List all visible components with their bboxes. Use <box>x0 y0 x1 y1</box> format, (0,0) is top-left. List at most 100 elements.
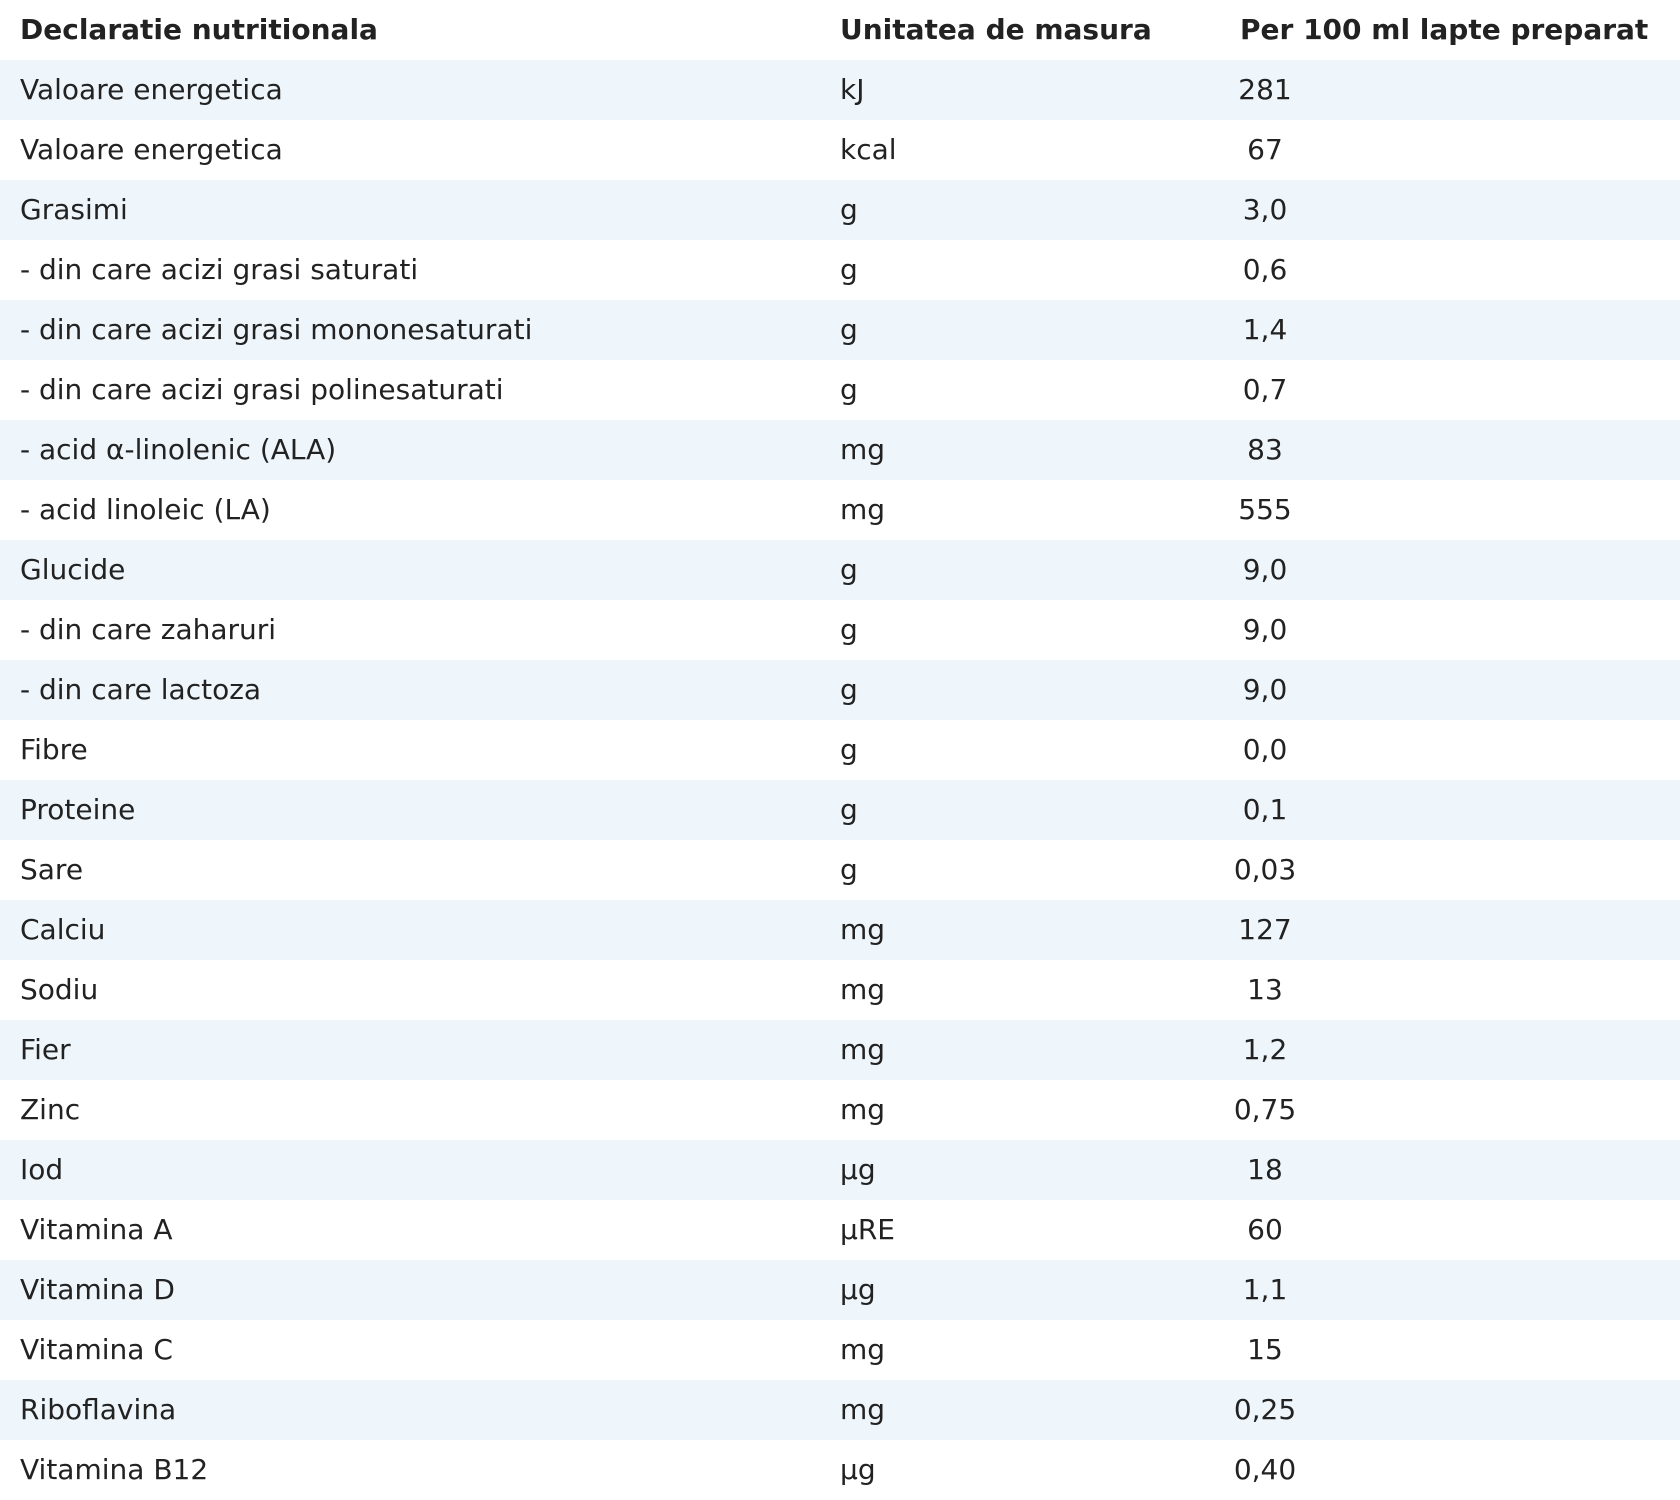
row-unit: µg <box>840 1453 876 1486</box>
table-row: Zinc mg 0,75 <box>0 1080 1680 1140</box>
row-value: 0,6 <box>1242 253 1288 286</box>
row-value: 0,40 <box>1233 1453 1297 1486</box>
row-value: 83 <box>1247 433 1283 466</box>
table-row: Riboflavina mg 0,25 <box>0 1380 1680 1440</box>
table-row: Vitamina A µRE 60 <box>0 1200 1680 1260</box>
row-unit: g <box>840 193 858 226</box>
row-unit: µg <box>840 1153 876 1186</box>
header-unit: Unitatea de masura <box>840 13 1152 46</box>
row-name: Vitamina C <box>20 1333 173 1366</box>
row-unit: mg <box>840 973 886 1006</box>
table-row: - din care lactoza g 9,0 <box>0 660 1680 720</box>
table-row: Vitamina D µg 1,1 <box>0 1260 1680 1320</box>
row-name: Grasimi <box>20 193 128 226</box>
row-name: - din care lactoza <box>20 673 262 706</box>
table-row: Vitamina C mg 15 <box>0 1320 1680 1380</box>
table-row: Grasimi g 3,0 <box>0 180 1680 240</box>
table-row: Fier mg 1,2 <box>0 1020 1680 1080</box>
table-row: Sodiu mg 13 <box>0 960 1680 1020</box>
row-value: 13 <box>1247 973 1283 1006</box>
row-value: 0,0 <box>1242 733 1288 766</box>
table-row: Glucide g 9,0 <box>0 540 1680 600</box>
row-name: Vitamina B12 <box>20 1453 209 1486</box>
row-name: Valoare energetica <box>20 133 283 166</box>
row-name: Riboflavina <box>20 1393 177 1426</box>
row-value: 0,75 <box>1233 1093 1297 1126</box>
row-value: 3,0 <box>1242 193 1288 226</box>
row-unit: g <box>840 553 858 586</box>
row-value: 1,4 <box>1242 313 1288 346</box>
row-unit: µRE <box>840 1213 895 1246</box>
row-name: - acid linoleic (LA) <box>20 493 271 526</box>
row-name: Vitamina A <box>20 1213 173 1246</box>
row-name: - din care acizi grasi polinesaturati <box>20 373 504 406</box>
table-row: Valoare energetica kcal 67 <box>0 120 1680 180</box>
row-value: 555 <box>1238 493 1292 526</box>
row-name: - acid α-linolenic (ALA) <box>20 433 337 466</box>
row-name: Fier <box>20 1033 71 1066</box>
table-row: Sare g 0,03 <box>0 840 1680 900</box>
row-value: 0,7 <box>1242 373 1288 406</box>
table-row: Iod µg 18 <box>0 1140 1680 1200</box>
table-row: Proteine g 0,1 <box>0 780 1680 840</box>
table-row: Calciu mg 127 <box>0 900 1680 960</box>
row-name: - din care zaharuri <box>20 613 277 646</box>
table-row: Fibre g 0,0 <box>0 720 1680 780</box>
row-unit: mg <box>840 1093 886 1126</box>
row-value: 127 <box>1238 913 1292 946</box>
row-name: Fibre <box>20 733 88 766</box>
table-row: Vitamina B12 µg 0,40 <box>0 1440 1680 1500</box>
table-row: - acid linoleic (LA) mg 555 <box>0 480 1680 540</box>
row-name: Sare <box>20 853 84 886</box>
header-value: Per 100 ml lapte preparat <box>1240 13 1649 46</box>
row-name: Calciu <box>20 913 106 946</box>
row-unit: g <box>840 253 858 286</box>
table-row: - din care acizi grasi saturati g 0,6 <box>0 240 1680 300</box>
row-value: 9,0 <box>1242 613 1288 646</box>
table-row: Valoare energetica kJ 281 <box>0 60 1680 120</box>
table-row: - din care acizi grasi mononesaturati g 1,… <box>0 300 1680 360</box>
row-value: 1,1 <box>1242 1273 1288 1306</box>
row-value: 9,0 <box>1242 553 1288 586</box>
row-name: - din care acizi grasi saturati <box>20 253 419 286</box>
row-unit: mg <box>840 1393 886 1426</box>
row-value: 0,25 <box>1233 1393 1297 1426</box>
header-name: Declaratie nutritionala <box>20 13 378 46</box>
row-name: Iod <box>20 1153 64 1186</box>
row-unit: g <box>840 613 858 646</box>
row-name: Sodiu <box>20 973 99 1006</box>
row-unit: g <box>840 733 858 766</box>
row-value: 18 <box>1247 1153 1283 1186</box>
row-unit: mg <box>840 433 886 466</box>
row-value: 15 <box>1247 1333 1283 1366</box>
row-unit: µg <box>840 1273 876 1306</box>
row-unit: g <box>840 793 858 826</box>
row-unit: mg <box>840 493 886 526</box>
row-name: Valoare energetica <box>20 73 283 106</box>
row-name: Proteine <box>20 793 136 826</box>
row-unit: mg <box>840 913 886 946</box>
row-unit: kcal <box>840 133 897 166</box>
row-unit: g <box>840 373 858 406</box>
row-value: 60 <box>1247 1213 1283 1246</box>
row-value: 0,1 <box>1242 793 1288 826</box>
row-unit: mg <box>840 1033 886 1066</box>
row-unit: g <box>840 673 858 706</box>
table-row: - din care acizi grasi polinesaturati g 0,… <box>0 360 1680 420</box>
row-unit: g <box>840 853 858 886</box>
row-unit: mg <box>840 1333 886 1366</box>
row-name: Zinc <box>20 1093 81 1126</box>
row-name: - din care acizi grasi mononesaturati <box>20 313 533 346</box>
row-name: Vitamina D <box>20 1273 175 1306</box>
row-name: Glucide <box>20 553 126 586</box>
row-unit: kJ <box>840 73 865 106</box>
row-value: 1,2 <box>1242 1033 1288 1066</box>
row-value: 281 <box>1238 73 1292 106</box>
row-value: 0,03 <box>1233 853 1297 886</box>
row-value: 9,0 <box>1242 673 1288 706</box>
row-unit: g <box>840 313 858 346</box>
table-row: - din care zaharuri g 9,0 <box>0 600 1680 660</box>
row-value: 67 <box>1247 133 1283 166</box>
table-row: - acid α-linolenic (ALA) mg 83 <box>0 420 1680 480</box>
